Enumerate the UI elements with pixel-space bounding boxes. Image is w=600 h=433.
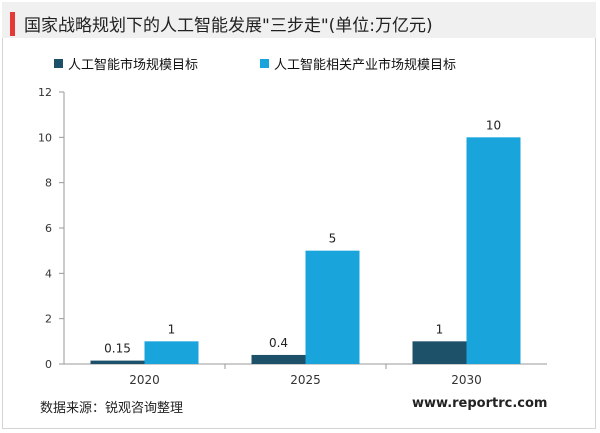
y-tick-label: 2 xyxy=(45,313,52,326)
bar-series-1-2020 xyxy=(90,360,145,364)
legend-item-series-2: 人工智能相关产业市场规模目标 xyxy=(260,54,456,73)
y-tick-label: 8 xyxy=(45,177,52,190)
title-accent-bar xyxy=(10,12,15,36)
bar-series-2-2020 xyxy=(144,341,199,364)
chart-title: 国家战略规划下的人工智能发展"三步走"(单位:万亿元) xyxy=(24,16,433,36)
bar-series-2-2025 xyxy=(305,250,360,364)
x-tick-label: 2025 xyxy=(290,373,321,387)
legend: 人工智能市场规模目标 人工智能相关产业市场规模目标 xyxy=(0,54,600,74)
data-label-series-1-2030: 1 xyxy=(436,322,444,336)
y-tick-label: 12 xyxy=(38,86,52,99)
title-bar xyxy=(2,2,596,38)
bar-series-1-2025 xyxy=(251,354,306,364)
x-tick-label: 2030 xyxy=(451,373,482,387)
legend-label-series-1: 人工智能市场规模目标 xyxy=(68,58,199,73)
data-label-series-2-2020: 1 xyxy=(168,322,176,336)
x-tick-label: 2020 xyxy=(129,373,160,387)
data-label-series-2-2025: 5 xyxy=(329,232,337,246)
x-axis: 2020 2025 2030 xyxy=(64,363,547,387)
source-note: 数据来源：锐观咨询整理 xyxy=(40,401,184,416)
bar-series-1-2030 xyxy=(412,341,467,364)
legend-label-series-2: 人工智能相关产业市场规模目标 xyxy=(274,58,457,73)
legend-swatch-series-1 xyxy=(54,59,63,68)
data-labels: 0.15 1 0.4 5 1 10 xyxy=(104,118,501,355)
data-label-series-2-2030: 10 xyxy=(486,118,501,132)
y-tick-label: 4 xyxy=(45,267,52,280)
y-tick-label: 10 xyxy=(38,131,52,144)
website-link[interactable]: www.reportrc.com xyxy=(412,396,548,411)
y-tick-label: 0 xyxy=(45,358,52,371)
data-label-series-1-2020: 0.15 xyxy=(104,342,131,356)
legend-item-series-1: 人工智能市场规模目标 xyxy=(54,54,198,73)
legend-swatch-series-2 xyxy=(260,59,269,68)
bars xyxy=(90,137,521,364)
y-axis: 0 2 4 6 8 10 12 xyxy=(38,86,65,371)
data-label-series-1-2025: 0.4 xyxy=(269,336,288,350)
y-tick-label: 6 xyxy=(45,222,52,235)
bar-series-2-2030 xyxy=(466,137,521,364)
